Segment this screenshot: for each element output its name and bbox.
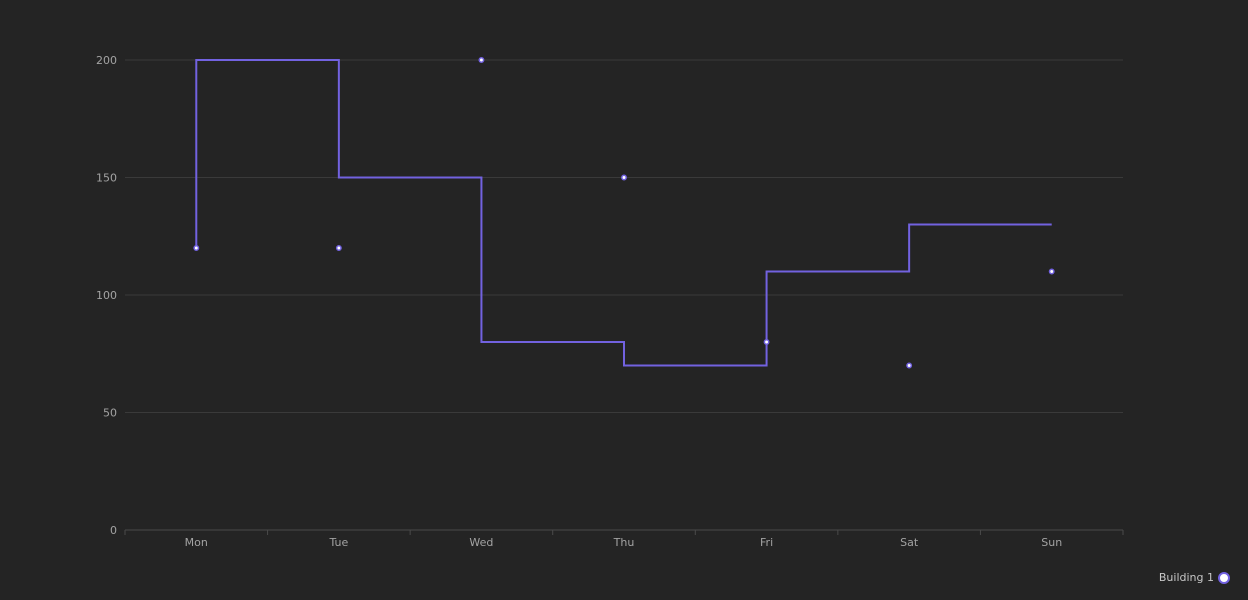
y-tick-label: 100 bbox=[96, 289, 117, 302]
y-tick-label: 50 bbox=[103, 407, 117, 420]
legend-label: Building 1 bbox=[1158, 571, 1214, 584]
legend-marker bbox=[1218, 571, 1230, 584]
x-tick-label: Tue bbox=[328, 536, 348, 549]
x-tick-label: Mon bbox=[185, 536, 208, 549]
series-line bbox=[195, 59, 1052, 367]
y-tick-label: 150 bbox=[96, 172, 117, 185]
data-point bbox=[763, 339, 770, 345]
y-tick-label: 200 bbox=[96, 54, 117, 67]
legend[interactable]: Building 1 bbox=[1159, 571, 1230, 584]
data-point bbox=[478, 57, 485, 63]
data-point bbox=[621, 174, 627, 181]
data-point bbox=[1048, 268, 1055, 275]
x-tick-label: Sat bbox=[900, 536, 919, 549]
y-tick-label: 0 bbox=[110, 524, 117, 537]
x-tick-label: Wed bbox=[469, 536, 493, 549]
x-tick-label: Fri bbox=[760, 536, 773, 549]
x-tick-label: Sun bbox=[1041, 536, 1062, 549]
x-tick-label: Thu bbox=[613, 536, 635, 549]
data-point bbox=[335, 245, 342, 251]
data-point bbox=[906, 362, 913, 369]
data-point bbox=[193, 245, 200, 251]
